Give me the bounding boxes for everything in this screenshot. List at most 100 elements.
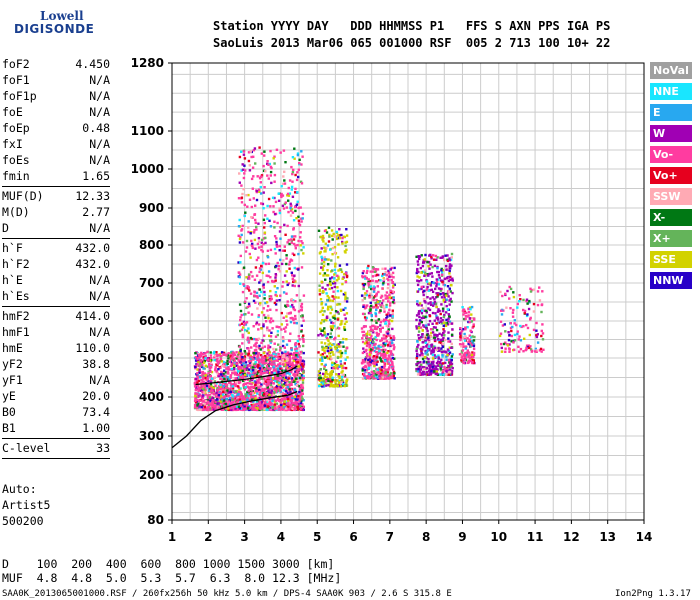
echo-point bbox=[333, 362, 337, 365]
echo-point bbox=[236, 376, 239, 380]
echo-point bbox=[299, 378, 302, 382]
echo-point bbox=[418, 302, 422, 305]
echo-point bbox=[291, 361, 294, 364]
echo-point bbox=[417, 343, 420, 347]
echo-point bbox=[262, 323, 265, 326]
echo-point bbox=[289, 320, 293, 324]
echo-point bbox=[427, 307, 430, 310]
echo-point bbox=[215, 370, 218, 373]
echo-point bbox=[242, 379, 245, 383]
echo-point bbox=[416, 260, 419, 263]
legend-item-e: E bbox=[650, 104, 692, 121]
echo-point bbox=[209, 400, 212, 403]
echo-point bbox=[345, 228, 348, 231]
echo-point bbox=[448, 346, 451, 349]
echo-point bbox=[372, 305, 376, 309]
echo-point bbox=[280, 367, 283, 370]
echo-point bbox=[370, 304, 373, 308]
echo-point bbox=[198, 388, 201, 391]
echo-point bbox=[323, 349, 326, 352]
echo-point bbox=[427, 336, 430, 339]
echo-point bbox=[229, 395, 233, 398]
echo-point bbox=[266, 352, 269, 355]
param-name: fxI bbox=[2, 137, 23, 151]
echo-point bbox=[320, 379, 323, 382]
echo-point bbox=[220, 360, 224, 363]
echo-point bbox=[386, 325, 390, 328]
echo-point bbox=[343, 328, 347, 331]
echo-point bbox=[262, 366, 266, 370]
echo-point bbox=[240, 363, 244, 367]
echo-point bbox=[213, 376, 216, 379]
echo-point bbox=[253, 213, 257, 216]
echo-point bbox=[238, 345, 241, 348]
echo-point bbox=[297, 335, 300, 338]
echo-point bbox=[343, 374, 347, 377]
echo-point bbox=[328, 287, 331, 291]
echo-point bbox=[261, 403, 264, 406]
echo-point bbox=[286, 241, 289, 244]
echo-point bbox=[338, 303, 342, 306]
echo-point bbox=[297, 219, 301, 222]
echo-point bbox=[297, 284, 300, 288]
echo-point bbox=[289, 404, 292, 407]
echo-point bbox=[382, 281, 385, 285]
echo-point bbox=[342, 366, 345, 370]
echo-point bbox=[335, 373, 338, 376]
echo-point bbox=[420, 271, 423, 274]
echo-point bbox=[231, 393, 234, 397]
echo-point bbox=[294, 345, 297, 348]
echo-point bbox=[362, 283, 366, 287]
echo-point bbox=[443, 334, 446, 337]
echo-point bbox=[248, 408, 251, 412]
echo-point bbox=[196, 392, 199, 396]
echo-point bbox=[302, 376, 305, 380]
echo-point bbox=[291, 317, 295, 320]
echo-point bbox=[243, 365, 246, 368]
echo-point bbox=[273, 220, 276, 223]
echo-point bbox=[255, 321, 259, 324]
echo-point bbox=[337, 381, 341, 384]
echo-point bbox=[258, 270, 261, 274]
echo-point bbox=[372, 290, 376, 293]
echo-point bbox=[318, 293, 322, 296]
legend-item-x-: X+ bbox=[650, 230, 692, 247]
echo-point bbox=[282, 363, 285, 366]
echo-point bbox=[387, 377, 391, 380]
echo-point bbox=[227, 368, 230, 371]
echo-point bbox=[285, 206, 288, 209]
echo-point bbox=[299, 391, 302, 394]
echo-point bbox=[340, 320, 343, 323]
echo-point bbox=[237, 234, 240, 237]
echo-point bbox=[415, 355, 419, 358]
echo-point bbox=[437, 356, 440, 359]
echo-point bbox=[278, 244, 281, 248]
echo-point bbox=[373, 337, 376, 340]
echo-point bbox=[240, 233, 243, 237]
echo-point bbox=[375, 331, 378, 335]
echo-point bbox=[299, 384, 303, 387]
echo-point bbox=[197, 379, 201, 383]
param-value: 432.0 bbox=[75, 241, 110, 255]
echo-point bbox=[244, 382, 247, 385]
echo-point bbox=[432, 350, 435, 354]
echo-point bbox=[241, 326, 245, 329]
echo-point bbox=[433, 367, 436, 371]
echo-point bbox=[327, 343, 330, 346]
echo-point bbox=[247, 386, 251, 390]
echo-point bbox=[448, 267, 452, 270]
echo-point bbox=[242, 283, 245, 286]
echo-point bbox=[250, 393, 254, 397]
echo-point bbox=[207, 384, 210, 387]
echo-point bbox=[323, 272, 327, 275]
echo-point bbox=[376, 368, 379, 371]
echo-point bbox=[296, 153, 300, 157]
echo-point bbox=[202, 408, 206, 411]
echo-point bbox=[300, 374, 304, 377]
echo-point bbox=[387, 367, 390, 371]
echo-point bbox=[389, 334, 392, 337]
echo-point bbox=[237, 358, 240, 361]
echo-point bbox=[206, 377, 209, 381]
echo-point bbox=[286, 391, 290, 395]
echo-point bbox=[378, 367, 382, 370]
